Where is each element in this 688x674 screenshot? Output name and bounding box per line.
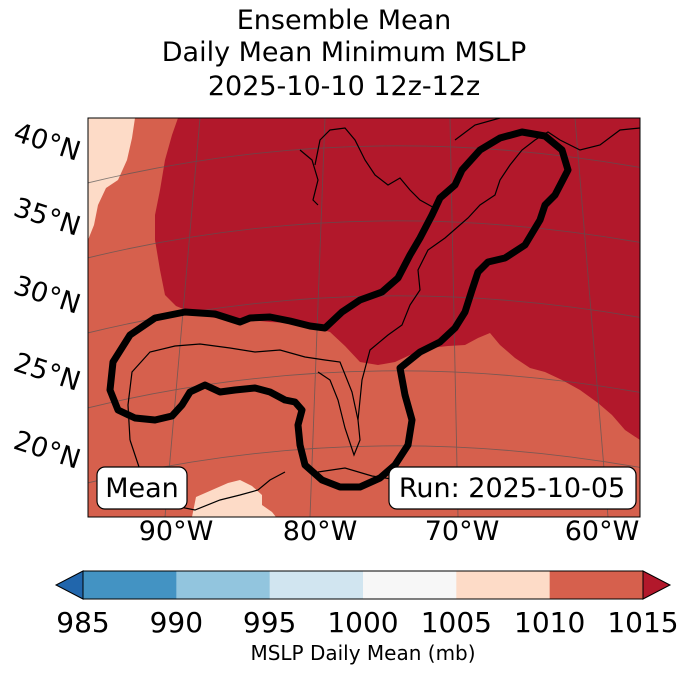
colorbar-segment: [363, 571, 457, 599]
coastline-gulf: [127, 343, 361, 457]
title-line-3: 2025-10-10 12z-12z: [207, 71, 481, 102]
lon-label-80: 80°W: [283, 516, 358, 547]
graticule-lon-90: [164, 118, 201, 517]
coastline-great-lakes: [299, 127, 439, 211]
colorbar-tick-label: 990: [149, 606, 204, 639]
colorbar-extend-over: [642, 570, 672, 600]
lon-label-60: 60°W: [565, 516, 640, 547]
colorbar-segment: [456, 571, 551, 599]
run-box: [388, 466, 637, 510]
colorbar-label: MSLP Daily Mean (mb): [250, 641, 476, 665]
colorbar-tick-label: 995: [242, 606, 297, 639]
title-line-2: Daily Mean Minimum MSLP: [161, 37, 527, 68]
lat-label-35: 35°N: [10, 192, 84, 243]
colorbar-segment: [549, 571, 644, 599]
graticule-lat-30: [88, 220, 640, 259]
title-line-1: Ensemble Mean: [236, 5, 452, 36]
colorbar-tick-label: 985: [56, 606, 110, 639]
contour-1015: [106, 128, 572, 491]
mean-label: Mean: [105, 473, 179, 504]
coastline-canada: [454, 118, 640, 151]
mean-box: [96, 466, 188, 510]
colorbar: [54, 570, 672, 600]
region-1005-1010-south: [192, 480, 276, 517]
graticule-lon-60: [574, 118, 609, 517]
colorbar-segment: [176, 571, 271, 599]
colorbar-segment: [83, 571, 177, 599]
colorbar-tick-label: 1010: [514, 606, 586, 639]
lon-label-90: 90°W: [139, 516, 214, 547]
lat-label-40: 40°N: [10, 117, 84, 168]
graticule-lat-20: [88, 370, 640, 409]
lat-label-30: 30°N: [10, 270, 84, 321]
colorbar-tick-label: 1015: [607, 606, 679, 639]
coastline-east: [357, 131, 561, 421]
lon-label-70: 70°W: [425, 516, 500, 547]
colorbar-segment: [269, 571, 364, 599]
graticule-lon-80: [309, 118, 326, 517]
map-frame: [87, 117, 641, 518]
colorbar-frame: [82, 570, 644, 600]
lat-label-25: 25°N: [10, 347, 84, 398]
graticule-lat-40: [60, 71, 680, 115]
graticule-lat-35: [88, 145, 640, 184]
lat-label-20: 20°N: [10, 425, 84, 476]
colorbar-tick-label: 1000: [327, 606, 399, 639]
colorbar-tick-label: 1005: [420, 606, 492, 639]
colorbar-extend-under: [54, 570, 84, 600]
run-label: Run: 2025-10-05: [399, 473, 625, 504]
region-1005-1010-west: [88, 118, 135, 240]
